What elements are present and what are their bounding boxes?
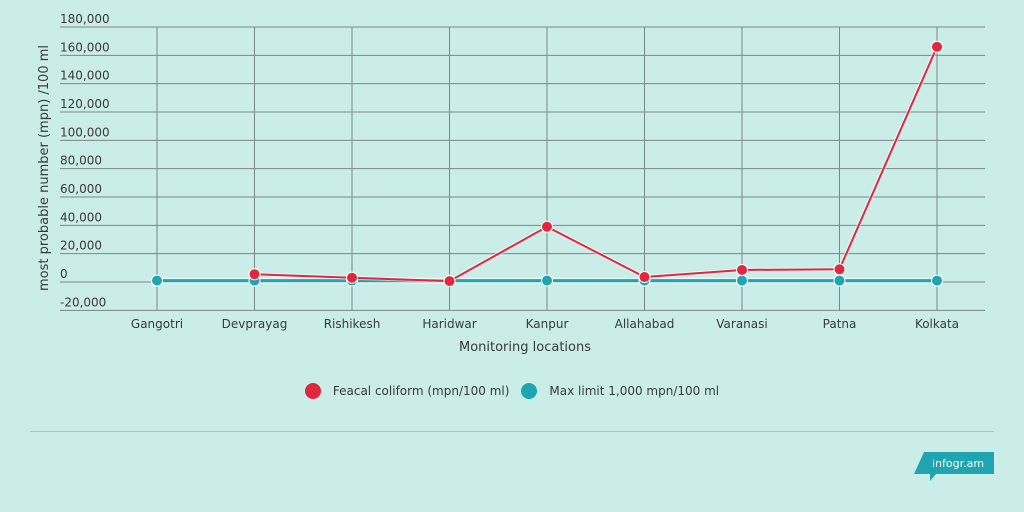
- data-point-marker[interactable]: [736, 263, 748, 276]
- data-point-marker[interactable]: [248, 268, 261, 281]
- x-tick-label: Rishikesh: [324, 317, 381, 331]
- data-point-marker[interactable]: [638, 271, 651, 284]
- chart-grid: [60, 26, 985, 311]
- x-tick-label: Haridwar: [422, 317, 476, 331]
- brand-label: infogr.am: [931, 456, 985, 470]
- data-point-marker[interactable]: [541, 220, 553, 233]
- line-chart: -20,000 0 20,000 40,000 60,000 80,000 100,000 1…: [37, 12, 985, 355]
- legend-item-feacal-coliform[interactable]: Feacal coliform (mpn/100 ml): [304, 383, 510, 399]
- x-tick-label: Patna: [823, 317, 857, 331]
- legend-label: Max limit 1,000 mpn/100 ml: [549, 384, 720, 398]
- y-axis-title: most probable number (mpn) /100 ml: [37, 45, 52, 291]
- chart-legend: Feacal coliform (mpn/100 ml) Max limit 1…: [0, 383, 1024, 399]
- data-point-marker[interactable]: [833, 263, 846, 276]
- x-tick-label: Allahabad: [615, 317, 675, 331]
- data-point-marker[interactable]: [931, 274, 943, 287]
- infogram-badge[interactable]: infogr.am: [914, 452, 994, 481]
- y-tick-label: 180,000: [60, 12, 110, 26]
- y-tick-label: 120,000: [60, 97, 110, 111]
- y-tick-label: 80,000: [60, 154, 102, 168]
- y-tick-label: 40,000: [60, 210, 102, 224]
- y-axis-ticks: -20,000 0 20,000 40,000 60,000 80,000 100,000 1…: [60, 12, 110, 309]
- y-tick-label: 100,000: [60, 125, 110, 139]
- footer-divider: [30, 431, 994, 432]
- y-tick-label: 0: [60, 267, 68, 281]
- y-tick-label: 60,000: [60, 182, 102, 196]
- x-axis-ticks: Gangotri Devprayag Rishikesh Haridwar Kanpur…: [131, 317, 959, 331]
- x-axis-title: Monitoring locations: [459, 340, 591, 355]
- data-point-marker[interactable]: [151, 274, 163, 287]
- y-tick-label: -20,000: [60, 295, 106, 309]
- chart-series: [151, 40, 943, 288]
- data-point-marker[interactable]: [931, 40, 943, 53]
- y-tick-label: 20,000: [60, 239, 102, 253]
- legend-item-max-limit[interactable]: Max limit 1,000 mpn/100 ml: [521, 383, 719, 399]
- data-point-marker[interactable]: [833, 274, 846, 287]
- legend-label: Feacal coliform (mpn/100 ml): [332, 384, 510, 398]
- legend-marker-icon: [521, 383, 538, 399]
- data-point-marker[interactable]: [443, 275, 456, 288]
- series-feacal-coliform: [248, 40, 943, 288]
- data-point-marker[interactable]: [541, 274, 553, 287]
- y-tick-label: 160,000: [60, 40, 110, 54]
- y-tick-label: 140,000: [60, 69, 110, 83]
- data-point-marker[interactable]: [736, 274, 748, 287]
- x-tick-label: Kolkata: [915, 317, 959, 331]
- x-tick-label: Gangotri: [131, 317, 183, 331]
- speech-bubble-icon: [914, 452, 994, 481]
- x-tick-label: Varanasi: [716, 317, 767, 331]
- legend-marker-icon: [304, 383, 321, 399]
- x-tick-label: Kanpur: [526, 317, 569, 331]
- x-tick-label: Devprayag: [222, 317, 288, 331]
- data-point-marker[interactable]: [346, 271, 358, 284]
